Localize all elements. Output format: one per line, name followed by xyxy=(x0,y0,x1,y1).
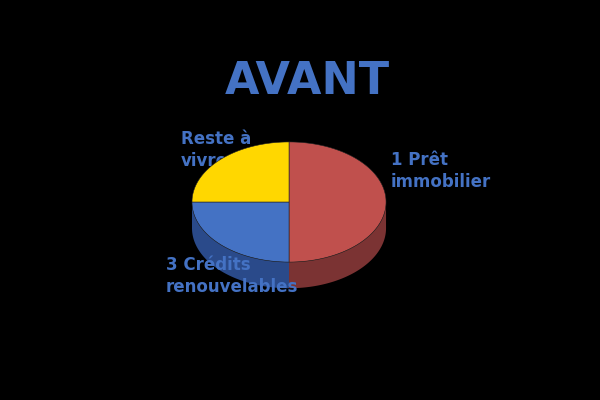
Polygon shape xyxy=(192,142,289,202)
Polygon shape xyxy=(192,202,289,288)
Text: Reste à
vivre: Reste à vivre xyxy=(181,130,251,170)
Text: AVANT: AVANT xyxy=(225,60,390,103)
Polygon shape xyxy=(192,202,289,262)
Text: 1 Prêt
immobilier: 1 Prêt immobilier xyxy=(391,151,491,191)
Polygon shape xyxy=(289,202,386,288)
Text: 3 Crédits
renouvelables: 3 Crédits renouvelables xyxy=(166,256,298,296)
Polygon shape xyxy=(289,142,386,262)
